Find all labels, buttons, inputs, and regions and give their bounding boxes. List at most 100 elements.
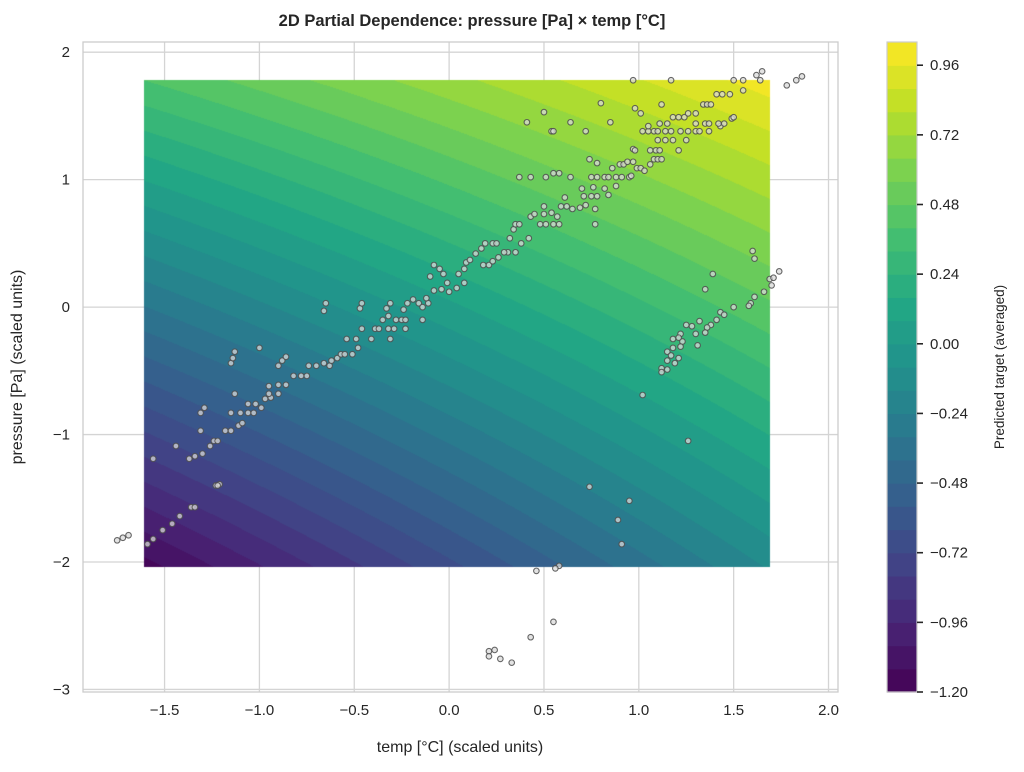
data-point — [257, 404, 265, 412]
data-point — [608, 164, 616, 172]
y-axis-label: pressure [Pa] (scaled units) — [9, 270, 26, 465]
data-point — [675, 354, 683, 362]
data-point — [675, 334, 683, 342]
data-point — [612, 173, 620, 181]
colorbar-tick-label: 0.24 — [930, 266, 959, 283]
data-point — [531, 210, 538, 218]
data-point — [354, 344, 362, 352]
data-point — [385, 312, 392, 320]
data-point — [466, 256, 474, 264]
data-point — [720, 120, 728, 127]
data-point — [419, 316, 426, 324]
data-point — [512, 248, 519, 256]
colorbar-band — [887, 320, 917, 345]
data-point — [237, 409, 244, 417]
data-point — [593, 192, 601, 200]
data-point — [739, 76, 747, 84]
data-point — [385, 325, 392, 333]
data-point — [663, 120, 671, 127]
data-point — [238, 419, 246, 427]
colorbar-tick-label: −0.96 — [930, 614, 968, 631]
data-point — [231, 390, 239, 398]
data-point — [548, 209, 555, 217]
data-point — [582, 127, 590, 135]
data-point — [576, 204, 584, 212]
data-point — [460, 265, 468, 273]
data-point — [663, 357, 671, 364]
data-point — [252, 400, 259, 408]
data-point — [176, 512, 184, 520]
data-point — [701, 285, 709, 293]
data-point — [540, 210, 548, 218]
data-point — [758, 67, 766, 75]
x-tick-label: 0.0 — [439, 702, 460, 719]
colorbar-band — [887, 204, 917, 229]
data-point — [625, 497, 633, 505]
data-point — [751, 293, 758, 301]
colorbar-band — [887, 134, 917, 159]
data-point — [591, 220, 599, 228]
data-point — [582, 201, 590, 209]
data-point — [297, 372, 305, 380]
data-point — [206, 442, 214, 450]
data-point — [682, 321, 690, 329]
data-point — [677, 127, 684, 135]
data-point — [191, 452, 199, 460]
data-point — [423, 294, 430, 302]
data-point — [495, 254, 502, 261]
data-point — [515, 220, 523, 228]
data-point — [400, 306, 407, 313]
data-point — [553, 213, 561, 220]
data-point — [637, 110, 645, 117]
data-point — [227, 409, 235, 417]
data-point — [768, 282, 775, 289]
data-point — [508, 659, 516, 667]
data-point — [589, 183, 597, 191]
data-point — [696, 127, 703, 135]
colorbar-tick-label: 0.48 — [930, 197, 959, 214]
data-point — [527, 633, 535, 641]
colorbar-band — [887, 88, 917, 113]
y-tick-label: 1 — [62, 172, 70, 189]
colorbar-band — [887, 390, 917, 415]
colorbar-tick-label: 0.72 — [930, 127, 959, 144]
data-point — [426, 273, 434, 280]
colorbar-tick-label: −0.72 — [930, 545, 968, 562]
data-point — [663, 348, 671, 356]
data-point — [618, 540, 626, 548]
y-tick-label: −1 — [53, 427, 70, 444]
data-point — [658, 155, 665, 163]
data-point — [667, 76, 675, 84]
data-point — [197, 409, 204, 417]
data-point — [278, 357, 286, 364]
data-point — [726, 90, 734, 98]
data-point — [675, 113, 683, 121]
data-point — [654, 136, 662, 144]
y-tick-label: 0 — [62, 299, 70, 316]
x-tick-label: 1.0 — [628, 702, 649, 719]
data-point — [675, 146, 683, 154]
data-point — [631, 146, 639, 154]
data-point — [730, 76, 738, 84]
data-point — [290, 372, 297, 380]
data-point — [227, 427, 235, 435]
data-point — [275, 381, 282, 389]
data-point — [557, 203, 565, 210]
data-point — [199, 450, 206, 458]
colorbar-band — [887, 529, 917, 554]
data-point — [656, 146, 664, 154]
data-point — [185, 455, 193, 463]
colorbar-band — [887, 599, 917, 623]
data-point — [197, 427, 204, 435]
data-point — [739, 87, 747, 94]
data-point — [349, 350, 356, 358]
data-point — [713, 90, 720, 98]
data-point — [593, 159, 601, 167]
data-point — [580, 192, 588, 200]
data-point — [485, 261, 493, 269]
data-point — [172, 442, 180, 450]
data-point — [551, 565, 559, 572]
data-point — [282, 381, 290, 389]
data-point — [229, 354, 237, 362]
data-point — [692, 330, 700, 338]
